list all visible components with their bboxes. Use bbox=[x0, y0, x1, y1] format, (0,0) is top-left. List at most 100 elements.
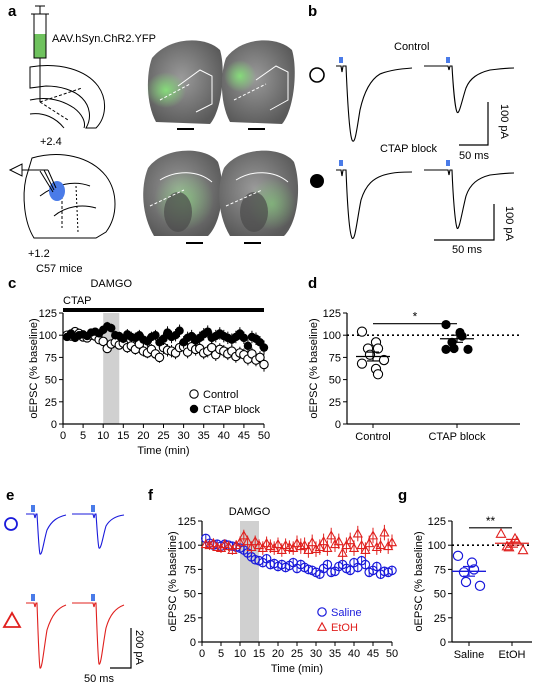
trace-ctap-pre bbox=[336, 169, 413, 239]
point-etoh bbox=[253, 539, 265, 550]
point-ctap-block bbox=[203, 327, 212, 336]
stim-marker-b2 bbox=[446, 57, 450, 63]
x-tick-label: 40 bbox=[218, 430, 230, 442]
point-etoh bbox=[250, 535, 261, 546]
ctap-application-bar bbox=[63, 308, 264, 312]
x-category-label: Control bbox=[355, 431, 390, 443]
point-etoh bbox=[310, 543, 322, 553]
mouse-label: C57 mice bbox=[36, 263, 82, 275]
point-saline bbox=[474, 580, 486, 592]
point-control bbox=[356, 326, 368, 337]
point-etoh bbox=[272, 538, 284, 549]
point-etoh bbox=[345, 535, 356, 545]
point-control bbox=[372, 369, 384, 380]
x-tick-label: 20 bbox=[272, 648, 284, 660]
point-etoh bbox=[329, 538, 341, 549]
scale-y-b1: 100 pA bbox=[498, 104, 510, 140]
y-axis-label: oEPSC (% baseline) bbox=[308, 318, 320, 418]
y-tick-label: 75 bbox=[184, 564, 196, 576]
legend-marker bbox=[317, 607, 327, 617]
point-saline bbox=[387, 565, 397, 576]
point-etoh bbox=[360, 544, 371, 554]
point-etoh bbox=[261, 537, 272, 548]
coronal-schematic-bottom bbox=[23, 154, 116, 239]
y-tick-label: 125 bbox=[39, 308, 57, 320]
drug-application-band bbox=[240, 521, 259, 642]
y-axis-label: oEPSC (% baseline) bbox=[28, 318, 40, 418]
y-tick-label: 25 bbox=[329, 397, 341, 409]
y-tick-label: 25 bbox=[184, 613, 196, 625]
point-etoh bbox=[238, 530, 249, 540]
point-ctap-block bbox=[243, 341, 253, 351]
point-etoh bbox=[295, 540, 306, 551]
trace-etoh-post bbox=[72, 602, 125, 665]
x-tick-label: 0 bbox=[199, 648, 205, 660]
trace-saline-pre bbox=[26, 513, 67, 555]
point-ctap-block bbox=[259, 343, 269, 352]
y-tick-label: 100 bbox=[323, 330, 341, 342]
drug-label: DAMGO bbox=[90, 278, 132, 290]
panel-label-d: d bbox=[308, 275, 317, 292]
legend-marker bbox=[189, 389, 199, 399]
point-saline bbox=[360, 559, 371, 570]
y-tick-label: 75 bbox=[329, 352, 341, 364]
point-ctap-block bbox=[159, 334, 168, 343]
y-tick-label: 0 bbox=[440, 637, 446, 649]
point-ctap-block bbox=[239, 333, 249, 343]
point-etoh bbox=[367, 530, 379, 540]
etoh-marker bbox=[2, 611, 22, 628]
point-ctap-block bbox=[441, 344, 451, 355]
y-tick-label: 0 bbox=[190, 637, 196, 649]
x-tick-label: 35 bbox=[198, 430, 210, 442]
point-etoh bbox=[219, 538, 230, 549]
point-etoh bbox=[234, 536, 246, 547]
point-saline bbox=[466, 557, 478, 568]
point-etoh bbox=[322, 542, 333, 553]
panel-label-e: e bbox=[6, 487, 14, 504]
point-saline bbox=[460, 576, 472, 588]
scale-y-e: 200 pA bbox=[133, 630, 145, 666]
point-etoh bbox=[386, 536, 398, 547]
point-etoh bbox=[341, 539, 352, 550]
panel-a: AAV.hSyn.ChR2.YFP +2.4 +1.2 C57 mice bbox=[8, 5, 299, 275]
point-saline bbox=[452, 550, 464, 562]
scale-bar-e bbox=[110, 628, 132, 669]
x-tick-label: 0 bbox=[60, 430, 66, 442]
trace-ctap-label: CTAP block bbox=[380, 143, 438, 155]
point-etoh bbox=[242, 535, 253, 546]
legend-marker bbox=[189, 404, 199, 414]
point-etoh bbox=[348, 542, 360, 553]
trace-control-post bbox=[424, 65, 515, 114]
micrograph-bottom-left bbox=[143, 150, 223, 244]
x-tick-label: 15 bbox=[117, 430, 129, 442]
legend-label: Control bbox=[203, 389, 238, 401]
y-tick-label: 125 bbox=[178, 516, 196, 528]
y-tick-label: 100 bbox=[178, 540, 196, 552]
point-control bbox=[259, 359, 269, 370]
point-control bbox=[154, 352, 165, 363]
x-tick-label: 15 bbox=[253, 648, 265, 660]
point-etoh bbox=[517, 544, 529, 555]
virus-label: AAV.hSyn.ChR2.YFP bbox=[52, 33, 156, 45]
point-etoh bbox=[257, 542, 268, 553]
control-marker bbox=[309, 67, 325, 83]
y-tick-label: 50 bbox=[184, 589, 196, 601]
point-etoh bbox=[307, 536, 318, 547]
point-control bbox=[372, 343, 384, 354]
panel-label-c: c bbox=[8, 275, 16, 292]
panel-e: 200 pA 50 ms bbox=[2, 505, 145, 685]
stim-marker-b1 bbox=[339, 57, 343, 63]
point-etoh bbox=[231, 539, 242, 550]
y-tick-label: 75 bbox=[434, 564, 446, 576]
scale-bar-b2 bbox=[434, 204, 495, 241]
scale-x-e: 50 ms bbox=[84, 673, 114, 685]
drug-label: DAMGO bbox=[229, 506, 271, 518]
x-tick-label: 30 bbox=[177, 430, 189, 442]
point-etoh bbox=[291, 537, 303, 548]
x-tick-label: 30 bbox=[310, 648, 322, 660]
point-etoh bbox=[326, 530, 337, 540]
scale-x-b1: 50 ms bbox=[459, 150, 489, 162]
coord-bottom-label: +1.2 bbox=[28, 248, 50, 260]
point-ctap-block bbox=[463, 344, 473, 355]
legend-marker bbox=[316, 621, 328, 631]
